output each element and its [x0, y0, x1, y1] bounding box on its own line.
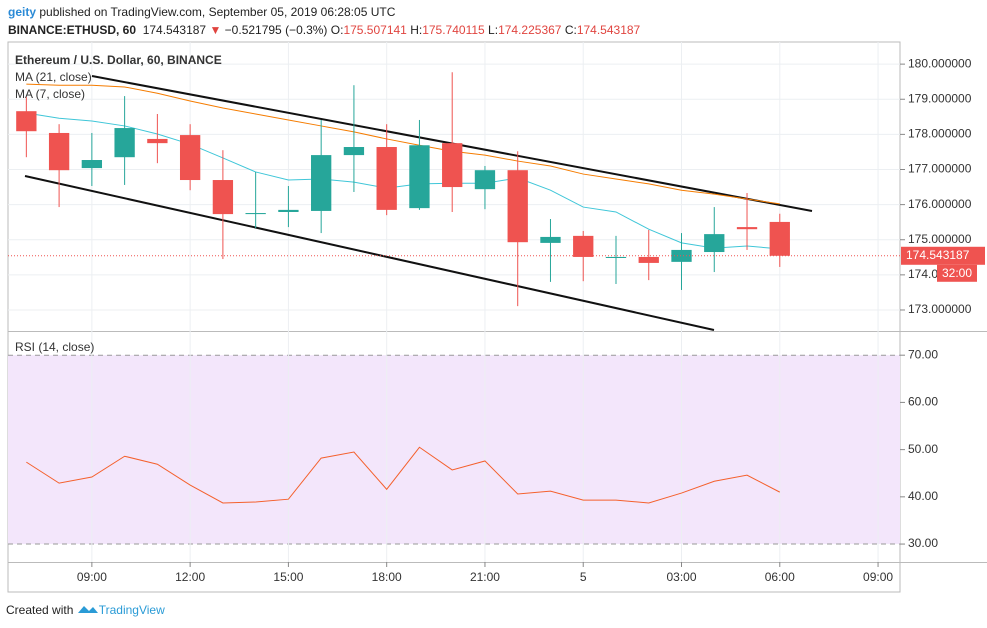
candle-body	[179, 135, 201, 181]
y-tick-label: 60.00	[908, 395, 938, 409]
c-label: C:	[564, 23, 577, 37]
candle-body	[704, 234, 725, 253]
last-price-box	[901, 246, 985, 265]
y-tick-label: 40.00	[908, 489, 938, 503]
frame	[7, 41, 901, 593]
o-value: 175.507141	[343, 23, 407, 37]
candle-body	[81, 160, 103, 169]
rsi-title: RSI (14, close)	[15, 340, 94, 354]
x-tick-label: 5	[580, 570, 587, 584]
countdown-label: 32:00	[942, 266, 972, 280]
y-tick-label: 175.000000	[908, 232, 972, 246]
candle-body	[147, 138, 168, 144]
y-tick-label: 70.00	[908, 347, 938, 361]
publish-line: geity published on TradingView.com, Sept…	[8, 5, 395, 19]
footer: Created with TradingView	[6, 603, 165, 617]
h-label: H:	[410, 23, 423, 37]
o-label: O:	[330, 23, 344, 37]
y-tick-label: 179.000000	[908, 91, 972, 105]
x-tick-label: 03:00	[666, 570, 696, 584]
y-tick-label: 180.000000	[908, 56, 972, 70]
l-label: L:	[488, 23, 499, 37]
candle-body	[769, 221, 790, 256]
x-tick-label: 12:00	[175, 570, 205, 584]
y-tick-label: 178.000000	[908, 127, 972, 141]
last-price-label: 174.543187	[906, 248, 970, 262]
line	[26, 83, 780, 205]
candle-body	[409, 145, 430, 209]
countdown-box	[937, 264, 977, 282]
published: published on TradingView.com, September …	[39, 5, 396, 19]
symbol: BINANCE:ETHUSD, 60	[8, 23, 137, 37]
chart-title: Ethereum / U.S. Dollar, 60, BINANCE	[15, 53, 222, 67]
author: geity	[8, 5, 37, 19]
candle-body	[212, 180, 234, 215]
candle-body	[736, 227, 758, 230]
created: Created with	[6, 603, 74, 617]
x-tick-label: 09:00	[863, 570, 893, 584]
legend-entry: MA (7, close)	[15, 87, 85, 101]
trend-line	[24, 175, 715, 331]
backgrounds	[8, 42, 900, 562]
candle-body	[16, 111, 37, 132]
h-value: 175.740115	[422, 23, 485, 37]
candle-body	[540, 236, 561, 243]
x-tick-label: 15:00	[273, 570, 303, 584]
candle-body	[343, 147, 365, 156]
y-tick-label: 176.000000	[908, 197, 972, 211]
chart: Ethereum / U.S. Dollar, 60, BINANCE MA (…	[7, 41, 987, 593]
last: 174.543187	[142, 23, 207, 37]
x-tick-label: 21:00	[470, 570, 500, 584]
y-tick-label: 173.000000	[908, 302, 972, 316]
y-tick-label: 177.000000	[908, 162, 972, 176]
candle-body	[442, 143, 463, 188]
rsi-band	[8, 355, 900, 545]
candle-body	[573, 235, 594, 257]
candle-body	[114, 128, 135, 158]
brand: TradingView	[98, 603, 165, 617]
candle-body	[48, 132, 70, 171]
logo	[77, 606, 98, 613]
candle-body	[278, 209, 299, 212]
candle-body	[605, 256, 627, 258]
line	[26, 446, 781, 504]
line	[26, 112, 780, 250]
change: −0.521795 (−0.3%)	[224, 23, 328, 37]
l-value: 174.225367	[498, 23, 562, 37]
x-tick-label: 06:00	[765, 570, 795, 584]
candle-body	[671, 249, 692, 262]
symbol-line: BINANCE:ETHUSD, 60 174.543187 ▼ −0.52179…	[8, 23, 641, 37]
x-tick-label: 09:00	[77, 570, 107, 584]
y-tick-label: 30.00	[908, 536, 938, 550]
c-value: 174.543187	[576, 23, 641, 37]
y-tick-label: 50.00	[908, 442, 938, 456]
candle-body	[474, 170, 496, 190]
candle-body	[311, 155, 332, 211]
candle-body	[638, 256, 659, 263]
candle-body	[507, 170, 528, 243]
candle-body	[245, 213, 266, 215]
x-tick-label: 18:00	[372, 570, 402, 584]
candle-body	[376, 147, 397, 210]
legend-entry: MA (21, close)	[15, 70, 92, 84]
